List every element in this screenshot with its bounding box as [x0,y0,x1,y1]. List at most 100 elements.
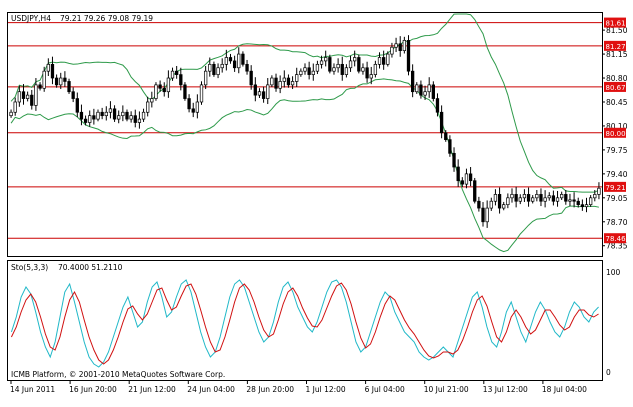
candle-body [71,91,75,99]
candle-body [402,40,407,51]
candle-body [531,197,535,202]
price-tick-label: 79.40 [606,170,628,179]
candle-body [423,91,427,96]
candle-body [435,98,440,113]
candle-body [290,81,295,86]
candle-body [13,101,17,113]
candle-body [295,74,299,82]
price-tick-label: 81.50 [606,26,628,35]
stochastic-label: Sto(5,3,3) [11,263,48,272]
candle-body [377,57,382,65]
time-axis: 14 Jun 2011 16 Jun 20:00 21 Jun 12:00 24 Ju… [10,381,587,394]
stochastic-tick-label: 100 [606,268,621,277]
time-tick-label: 24 Jun 04:00 [187,385,235,394]
candle-body [427,84,431,93]
candle-body [485,207,489,223]
bollinger-bands [10,13,600,253]
candle-body [303,67,307,72]
candle-body [481,207,485,223]
stochastic-tick-label: 0 [606,368,611,377]
candle-body [274,77,278,89]
candle-body [220,63,224,69]
candle-body [564,194,568,202]
candle-body [593,194,597,199]
candle-body [357,57,361,72]
candle-body [340,63,344,75]
stochastic-axis: 100 0 [606,268,621,377]
candle-body [448,139,452,154]
candle-body [390,46,394,55]
candle-body [315,63,320,72]
candle-body [493,194,498,202]
candle-body [96,111,100,120]
candle-body [369,74,373,79]
candle-body [386,53,390,65]
price-tick-label: 80.45 [606,98,628,107]
candle-body [175,70,179,75]
candle-body [170,70,175,79]
candle-body [224,57,228,65]
candle-body [547,195,551,199]
candle-body [328,57,332,72]
candle-body [253,84,257,96]
candle-body [25,94,30,99]
ohlc-readout: 79.21 79.26 79.08 79.19 [60,14,153,23]
candle-body [21,91,26,99]
candle-body [183,84,187,99]
candle-body [576,200,580,206]
stochastic-lines [10,279,599,368]
candle-body [419,84,423,96]
candle-body [112,108,117,120]
candle-body [228,57,233,62]
candle-body [522,194,527,199]
candle-body [203,70,208,86]
candle-body [191,108,195,113]
candle-body [237,53,241,69]
candle-body [353,57,357,62]
candle-body [158,84,162,89]
candle-body [518,197,522,202]
candle-body [166,77,171,93]
level-tag-bg [604,127,626,138]
candle-body [88,115,92,123]
candle-body [42,70,46,89]
time-tick-label: 13 Jul 12:00 [483,385,528,394]
candle-body [38,84,42,89]
stochastic-signal-line [10,282,599,365]
candle-body [299,70,303,75]
time-tick-label: 21 Jun 12:00 [128,385,176,394]
price-tick-label: 80.10 [606,122,628,131]
candle-body [444,132,448,140]
candle-body [179,74,183,86]
candle-body [92,115,96,120]
candle-body [278,81,282,89]
platform-watermark: ICMB Platform, © 2001-2010 MetaQuotes So… [11,370,225,379]
candle-body [137,118,142,123]
level-tag-bg [604,181,626,192]
candle-body [261,91,266,99]
candle-body [9,111,13,117]
candle-body [104,111,108,117]
price-tick-label: 81.15 [606,50,628,59]
candle-body [245,63,249,72]
price-panel-frame [7,12,603,257]
symbol-label: USDJPY,H4 [11,14,51,23]
level-tag-label: 81.61 [606,20,626,28]
level-tag-label: 80.00 [606,130,626,138]
candle-body [560,194,564,199]
candle-body [456,166,460,182]
candle-body [79,111,84,120]
level-tag-bg [604,17,626,28]
candle-body [17,91,21,103]
stochastic-values: 70.4000 51.2110 [58,263,123,272]
candle-body [526,194,531,202]
candle-body [46,63,50,72]
level-tag-bg [604,40,626,51]
candle-body [319,60,324,65]
candle-body [63,77,67,82]
candle-body [473,180,477,202]
time-tick-label: 1 Jul 12:00 [306,385,346,394]
candle-body [212,63,216,75]
candle-body [398,43,402,51]
